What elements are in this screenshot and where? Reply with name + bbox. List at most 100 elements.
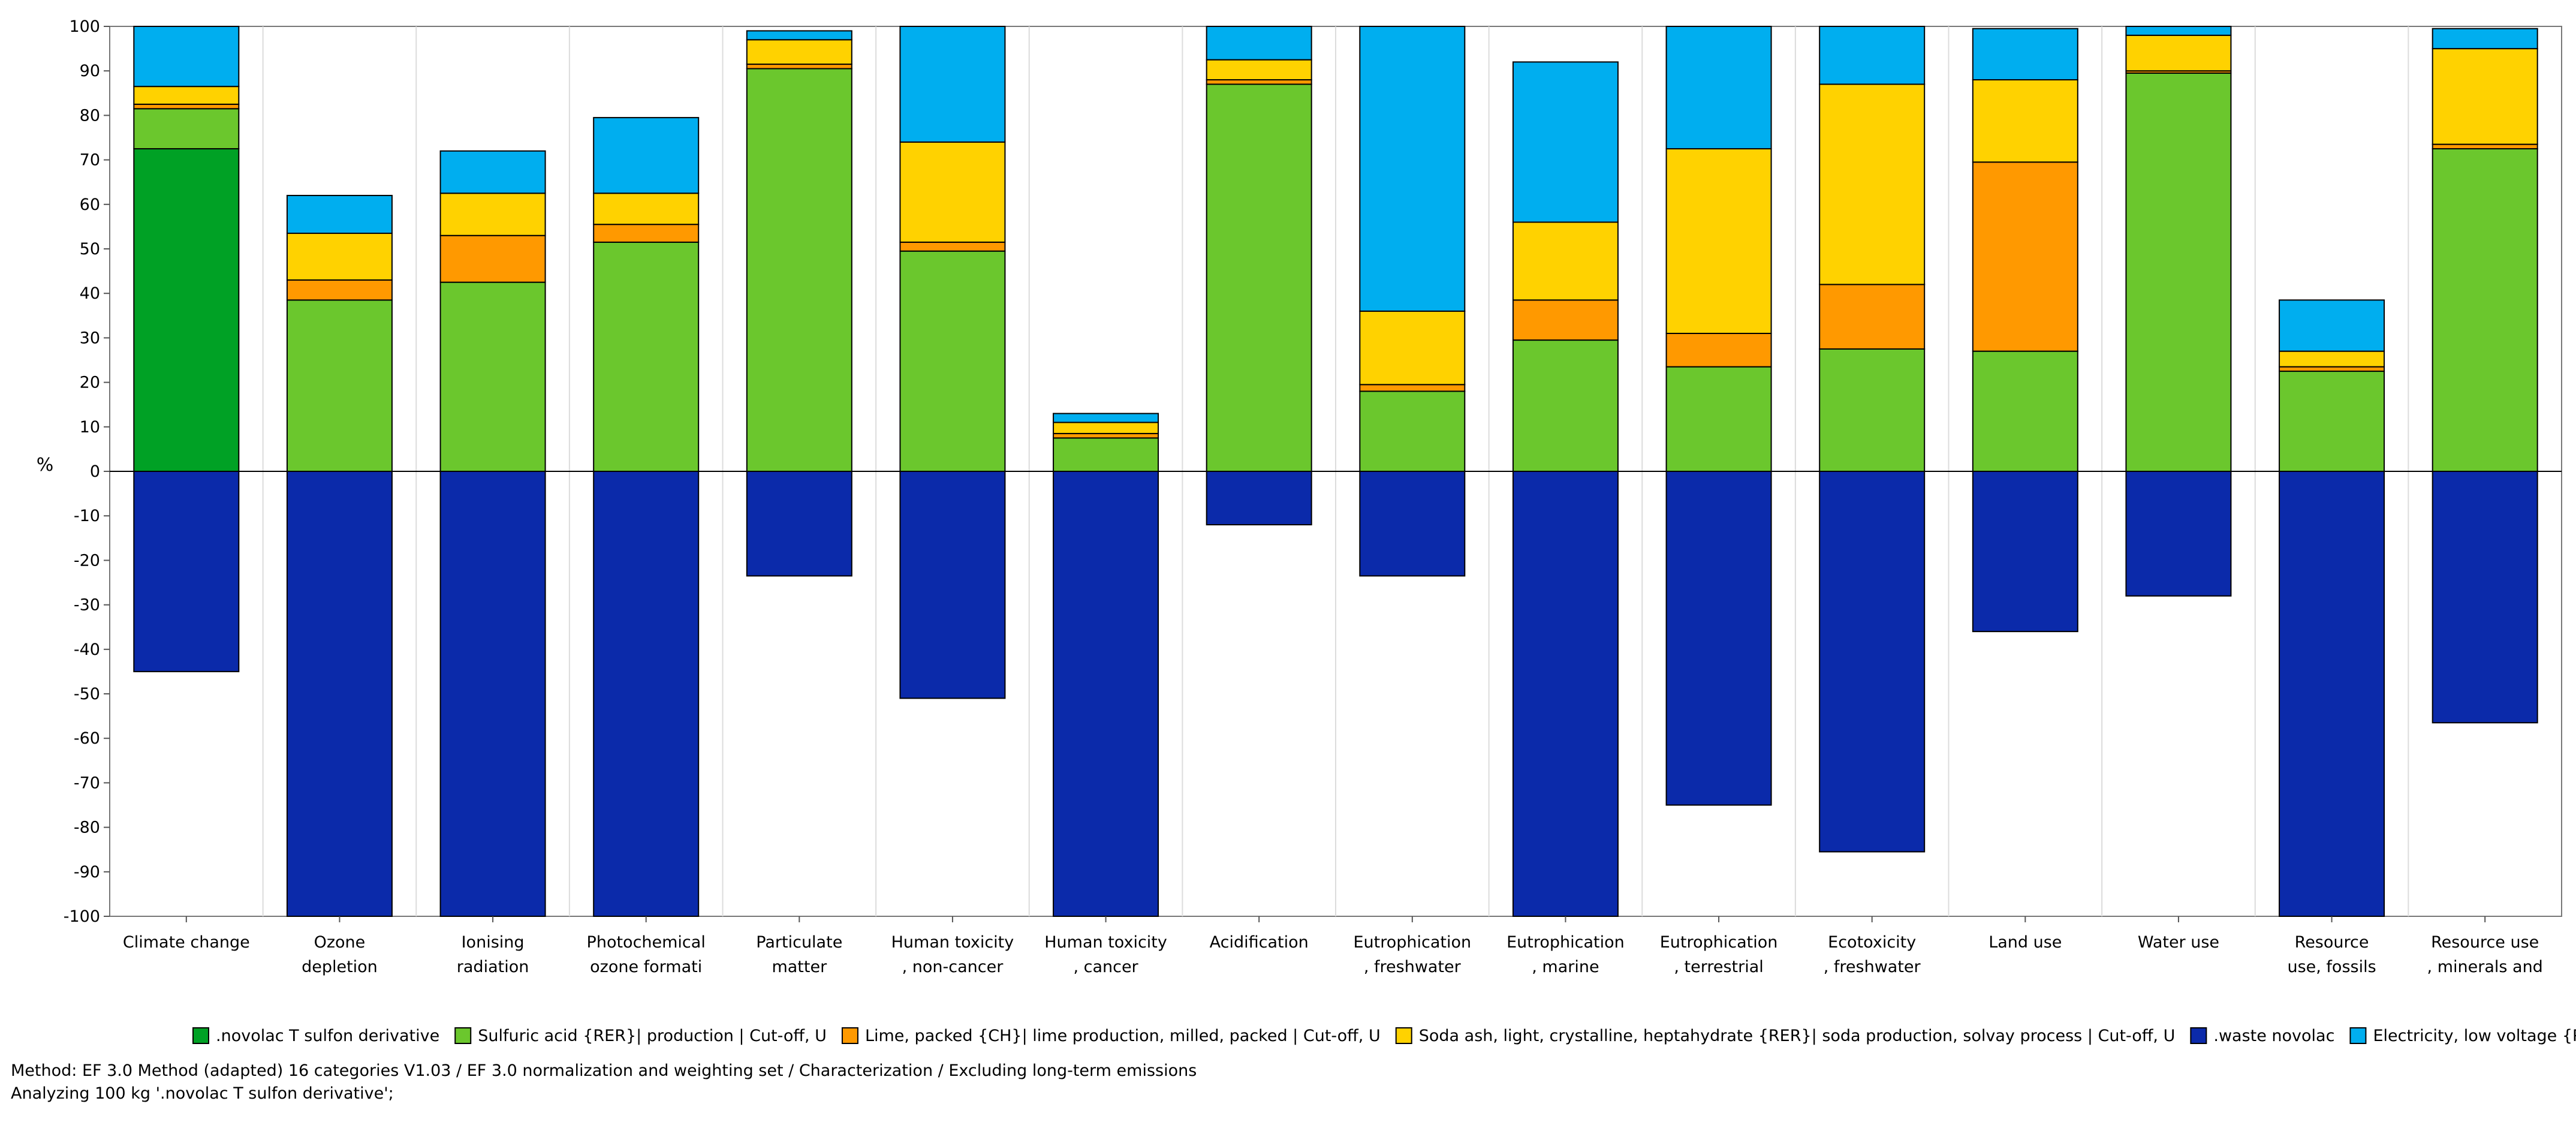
bar-segment: [2432, 143, 2538, 150]
legend-swatch: [2190, 1027, 2207, 1044]
bar-segment: [133, 26, 240, 88]
bar-segment: [133, 103, 240, 110]
bar-segment: [439, 192, 546, 236]
bar-segment: [286, 471, 393, 917]
legend-swatch: [841, 1027, 858, 1044]
x-tick-label: Eutrophication: [1353, 933, 1471, 952]
bar-segment: [1819, 471, 1926, 853]
bar-segment: [746, 471, 852, 577]
x-tick-label: Acidification: [1210, 933, 1309, 952]
bar-segment: [2279, 299, 2385, 352]
bar-segment: [1819, 348, 1926, 473]
legend-label: Soda ash, light, crystalline, heptahydra…: [1419, 1027, 2176, 1045]
bars-group: [110, 26, 2562, 917]
bar-segment: [899, 141, 1006, 243]
bar-segment: [1053, 413, 1159, 423]
x-tick-label: , cancer: [1073, 958, 1138, 976]
bar-segment: [2432, 148, 2538, 473]
x-tick-label: Climate change: [123, 933, 250, 952]
x-tick-label: Photochemical: [587, 933, 706, 952]
bar-segment: [2432, 48, 2538, 145]
bar-segment: [1665, 332, 1772, 368]
bar-segment: [1972, 471, 2078, 633]
legend-label: Lime, packed {CH}| lime production, mill…: [865, 1027, 1381, 1045]
x-tick-label: ozone formati: [590, 958, 702, 976]
bar-segment: [1512, 221, 1619, 301]
y-tick-label: 60: [80, 195, 100, 214]
y-tick-label: 30: [80, 329, 100, 347]
y-axis-label: %: [37, 455, 54, 476]
bar-segment: [1206, 79, 1312, 85]
bar-segment: [1512, 299, 1619, 341]
x-tick-label: radiation: [457, 958, 529, 976]
y-tick-label: 80: [80, 106, 100, 125]
x-tick-label: , freshwater: [1824, 958, 1921, 976]
legend-swatch: [2349, 1027, 2367, 1044]
x-tick-label: Ecotoxicity: [1828, 933, 1916, 952]
bar-segment: [1053, 432, 1159, 439]
legend-swatch: [454, 1027, 472, 1044]
bar-segment: [1819, 284, 1926, 350]
bar-segment: [593, 224, 700, 243]
bar-segment: [2125, 34, 2232, 72]
bar-segment: [1053, 471, 1159, 917]
bar-segment: [133, 86, 240, 105]
bar-segment: [1512, 339, 1619, 472]
bar-segment: [1665, 471, 1772, 806]
x-tick-label: Particulate: [756, 933, 842, 952]
x-tick-label: Eutrophication: [1507, 933, 1625, 952]
legend-label: .waste novolac: [2213, 1027, 2334, 1045]
legend-swatch: [192, 1027, 209, 1044]
y-tick-label: 50: [80, 240, 100, 258]
bar-segment: [1359, 390, 1466, 472]
bar-segment: [899, 471, 1006, 699]
bar-segment: [286, 194, 393, 234]
x-tick-label: Resource: [2295, 933, 2369, 952]
y-tick-label: 100: [69, 17, 100, 36]
x-tick-label: Resource use: [2431, 933, 2539, 952]
legend: .novolac T sulfon derivative Sulfuric aci…: [192, 1027, 2576, 1045]
y-tick-label: 70: [80, 151, 100, 170]
bar-segment: [1053, 422, 1159, 434]
bar-segment: [1512, 61, 1619, 223]
y-tick-label: -20: [74, 551, 100, 570]
method-text: Method: EF 3.0 Method (adapted) 16 categ…: [11, 1061, 1197, 1080]
x-tick-label: , freshwater: [1364, 958, 1462, 976]
bar-segment: [439, 150, 546, 194]
bar-segment: [1665, 366, 1772, 472]
x-tick-label: use, fossils: [2287, 958, 2376, 976]
bar-segment: [746, 64, 852, 70]
bar-segment: [1359, 471, 1466, 577]
bar-segment: [1053, 437, 1159, 472]
y-tick-label: 10: [80, 418, 100, 437]
x-tick-label: Land use: [1989, 933, 2062, 952]
bar-segment: [1512, 471, 1619, 917]
bar-segment: [746, 68, 852, 473]
x-tick-label: Ozone: [314, 933, 366, 952]
bar-segment: [593, 192, 700, 225]
x-tick-label: Water use: [2138, 933, 2219, 952]
y-tick-label: -10: [74, 507, 100, 525]
x-tick-label: depletion: [302, 958, 378, 976]
bar-segment: [133, 148, 240, 473]
bar-segment: [746, 39, 852, 65]
y-tick-label: -50: [74, 685, 100, 703]
bar-segment: [439, 471, 546, 917]
analyzing-text: Analyzing 100 kg '.novolac T sulfon deri…: [11, 1084, 394, 1103]
x-tick-label: matter: [772, 958, 827, 976]
bar-segment: [439, 234, 546, 283]
bar-segment: [1206, 26, 1312, 61]
bar-segment: [2125, 471, 2232, 597]
x-tick-label: , minerals and: [2427, 958, 2543, 976]
bar-segment: [2279, 350, 2385, 368]
y-tick-label: -60: [74, 729, 100, 748]
bar-segment: [286, 299, 393, 472]
bar-segment: [1972, 161, 2078, 352]
bar-segment: [593, 241, 700, 472]
bar-segment: [746, 30, 852, 41]
bar-segment: [1206, 83, 1312, 472]
x-tick-label: Human toxicity: [891, 933, 1014, 952]
bar-segment: [2279, 371, 2385, 472]
bar-segment: [133, 108, 240, 150]
